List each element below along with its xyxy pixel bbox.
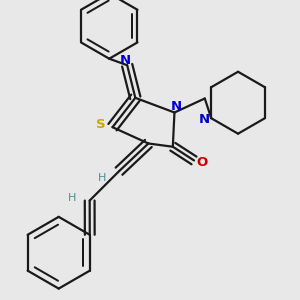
Text: H: H (98, 173, 106, 183)
Text: O: O (196, 156, 208, 169)
Text: S: S (96, 118, 106, 131)
Text: N: N (120, 54, 131, 67)
Text: H: H (68, 193, 76, 203)
Text: N: N (170, 100, 182, 113)
Text: N: N (199, 113, 210, 126)
